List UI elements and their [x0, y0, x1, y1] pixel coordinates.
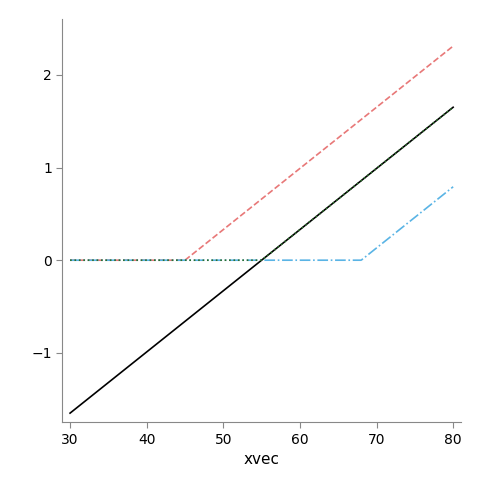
X-axis label: xvec: xvec	[244, 452, 279, 468]
